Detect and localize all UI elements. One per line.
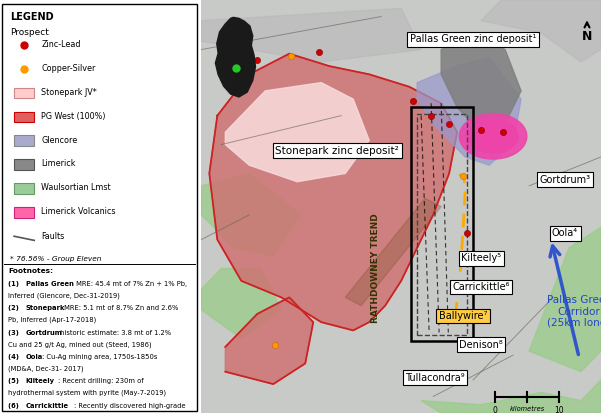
Text: Waulsortian Lmst: Waulsortian Lmst bbox=[41, 183, 111, 192]
Text: kilometres: kilometres bbox=[510, 406, 545, 412]
Text: Oola⁴: Oola⁴ bbox=[552, 228, 578, 238]
Polygon shape bbox=[201, 268, 281, 339]
Text: Copper-Silver: Copper-Silver bbox=[41, 64, 96, 73]
Text: (MD&A, Dec-31- 2017): (MD&A, Dec-31- 2017) bbox=[8, 366, 84, 372]
Text: Carrickittle: Carrickittle bbox=[26, 403, 69, 409]
Text: Gortdrum: Gortdrum bbox=[26, 330, 63, 336]
Text: Kilteely⁵: Kilteely⁵ bbox=[461, 253, 501, 263]
Text: Ballywire⁷: Ballywire⁷ bbox=[439, 311, 487, 321]
Bar bbox=[411, 107, 473, 341]
Text: Glencore: Glencore bbox=[41, 135, 78, 145]
Polygon shape bbox=[225, 297, 313, 384]
Polygon shape bbox=[201, 173, 301, 256]
Text: (5): (5) bbox=[8, 378, 22, 385]
Polygon shape bbox=[215, 17, 255, 97]
Text: Kilteely: Kilteely bbox=[26, 378, 55, 385]
Polygon shape bbox=[225, 83, 369, 182]
Text: (1): (1) bbox=[8, 281, 22, 287]
Text: Inferred (Glencore, Dec-31-2019): Inferred (Glencore, Dec-31-2019) bbox=[8, 292, 120, 299]
Text: Pallas Green
Corridor
(25km long): Pallas Green Corridor (25km long) bbox=[546, 295, 601, 328]
Text: PG West (100%): PG West (100%) bbox=[41, 112, 106, 121]
Text: (3): (3) bbox=[8, 330, 21, 336]
FancyBboxPatch shape bbox=[2, 4, 197, 411]
Text: Faults: Faults bbox=[41, 232, 64, 241]
Polygon shape bbox=[201, 0, 601, 413]
Text: Gortdrum³: Gortdrum³ bbox=[540, 175, 591, 185]
Text: (6): (6) bbox=[8, 403, 21, 409]
Text: Limerick: Limerick bbox=[41, 159, 76, 169]
FancyArrowPatch shape bbox=[550, 246, 578, 354]
Text: : Recent drilling: 230m of: : Recent drilling: 230m of bbox=[58, 378, 144, 385]
Text: N: N bbox=[582, 22, 592, 43]
Text: Stonepark: Stonepark bbox=[26, 305, 66, 311]
Text: MRE: 45.4 mt of 7% Zn + 1% Pb,: MRE: 45.4 mt of 7% Zn + 1% Pb, bbox=[74, 281, 187, 287]
Text: : Cu-Ag mining area, 1750s-1850s: : Cu-Ag mining area, 1750s-1850s bbox=[42, 354, 157, 360]
Text: MRE: 5.1 mt of 8.7% Zn and 2.6%: MRE: 5.1 mt of 8.7% Zn and 2.6% bbox=[62, 305, 178, 311]
Text: Cu and 25 g/t Ag, mined out (Steed, 1986): Cu and 25 g/t Ag, mined out (Steed, 1986… bbox=[8, 341, 151, 348]
FancyBboxPatch shape bbox=[14, 207, 34, 218]
Text: 0: 0 bbox=[493, 406, 498, 413]
Text: Prospect: Prospect bbox=[10, 28, 49, 37]
Polygon shape bbox=[421, 380, 601, 413]
Text: RATHDOWNEY TREND: RATHDOWNEY TREND bbox=[371, 214, 380, 323]
Polygon shape bbox=[417, 58, 521, 165]
Text: Pallas Green zinc deposit¹: Pallas Green zinc deposit¹ bbox=[410, 34, 536, 44]
Text: * 76.56% - Group Eleven: * 76.56% - Group Eleven bbox=[10, 256, 102, 262]
Text: Zinc-Lead: Zinc-Lead bbox=[41, 40, 81, 49]
Text: Oola: Oola bbox=[26, 354, 43, 360]
Bar bbox=[417, 114, 467, 335]
Text: Pallas Green: Pallas Green bbox=[26, 281, 74, 287]
Text: Stonepark JV*: Stonepark JV* bbox=[41, 88, 97, 97]
Text: LEGEND: LEGEND bbox=[10, 12, 53, 22]
Text: hydrothermal system with pyrite (May-7-2019): hydrothermal system with pyrite (May-7-2… bbox=[8, 390, 166, 396]
Text: Tullacondra⁹: Tullacondra⁹ bbox=[405, 373, 465, 383]
Text: Footnotes:: Footnotes: bbox=[8, 268, 53, 274]
Text: (4): (4) bbox=[8, 354, 22, 360]
FancyBboxPatch shape bbox=[14, 88, 34, 98]
Text: (2): (2) bbox=[8, 305, 21, 311]
Text: Carrickittle⁶: Carrickittle⁶ bbox=[453, 282, 510, 292]
Polygon shape bbox=[459, 114, 527, 159]
Polygon shape bbox=[441, 33, 521, 132]
FancyBboxPatch shape bbox=[14, 183, 34, 194]
Text: Stonepark zinc deposit²: Stonepark zinc deposit² bbox=[275, 146, 399, 156]
Text: 10: 10 bbox=[554, 406, 564, 413]
Text: Pb, Inferred (Apr-17-2018): Pb, Inferred (Apr-17-2018) bbox=[8, 317, 96, 323]
Polygon shape bbox=[481, 0, 601, 62]
Text: Denison⁸: Denison⁸ bbox=[459, 340, 503, 350]
FancyBboxPatch shape bbox=[14, 112, 34, 122]
Polygon shape bbox=[345, 198, 441, 306]
Polygon shape bbox=[209, 54, 457, 330]
Polygon shape bbox=[468, 119, 518, 153]
Text: historic estimate: 3.8 mt of 1.2%: historic estimate: 3.8 mt of 1.2% bbox=[58, 330, 171, 336]
Polygon shape bbox=[478, 126, 508, 147]
Polygon shape bbox=[201, 8, 421, 62]
FancyBboxPatch shape bbox=[14, 135, 34, 146]
FancyBboxPatch shape bbox=[14, 159, 34, 170]
Text: Limerick Volcanics: Limerick Volcanics bbox=[41, 207, 116, 216]
Polygon shape bbox=[529, 227, 601, 372]
Text: : Recently discovered high-grade: : Recently discovered high-grade bbox=[74, 403, 186, 409]
